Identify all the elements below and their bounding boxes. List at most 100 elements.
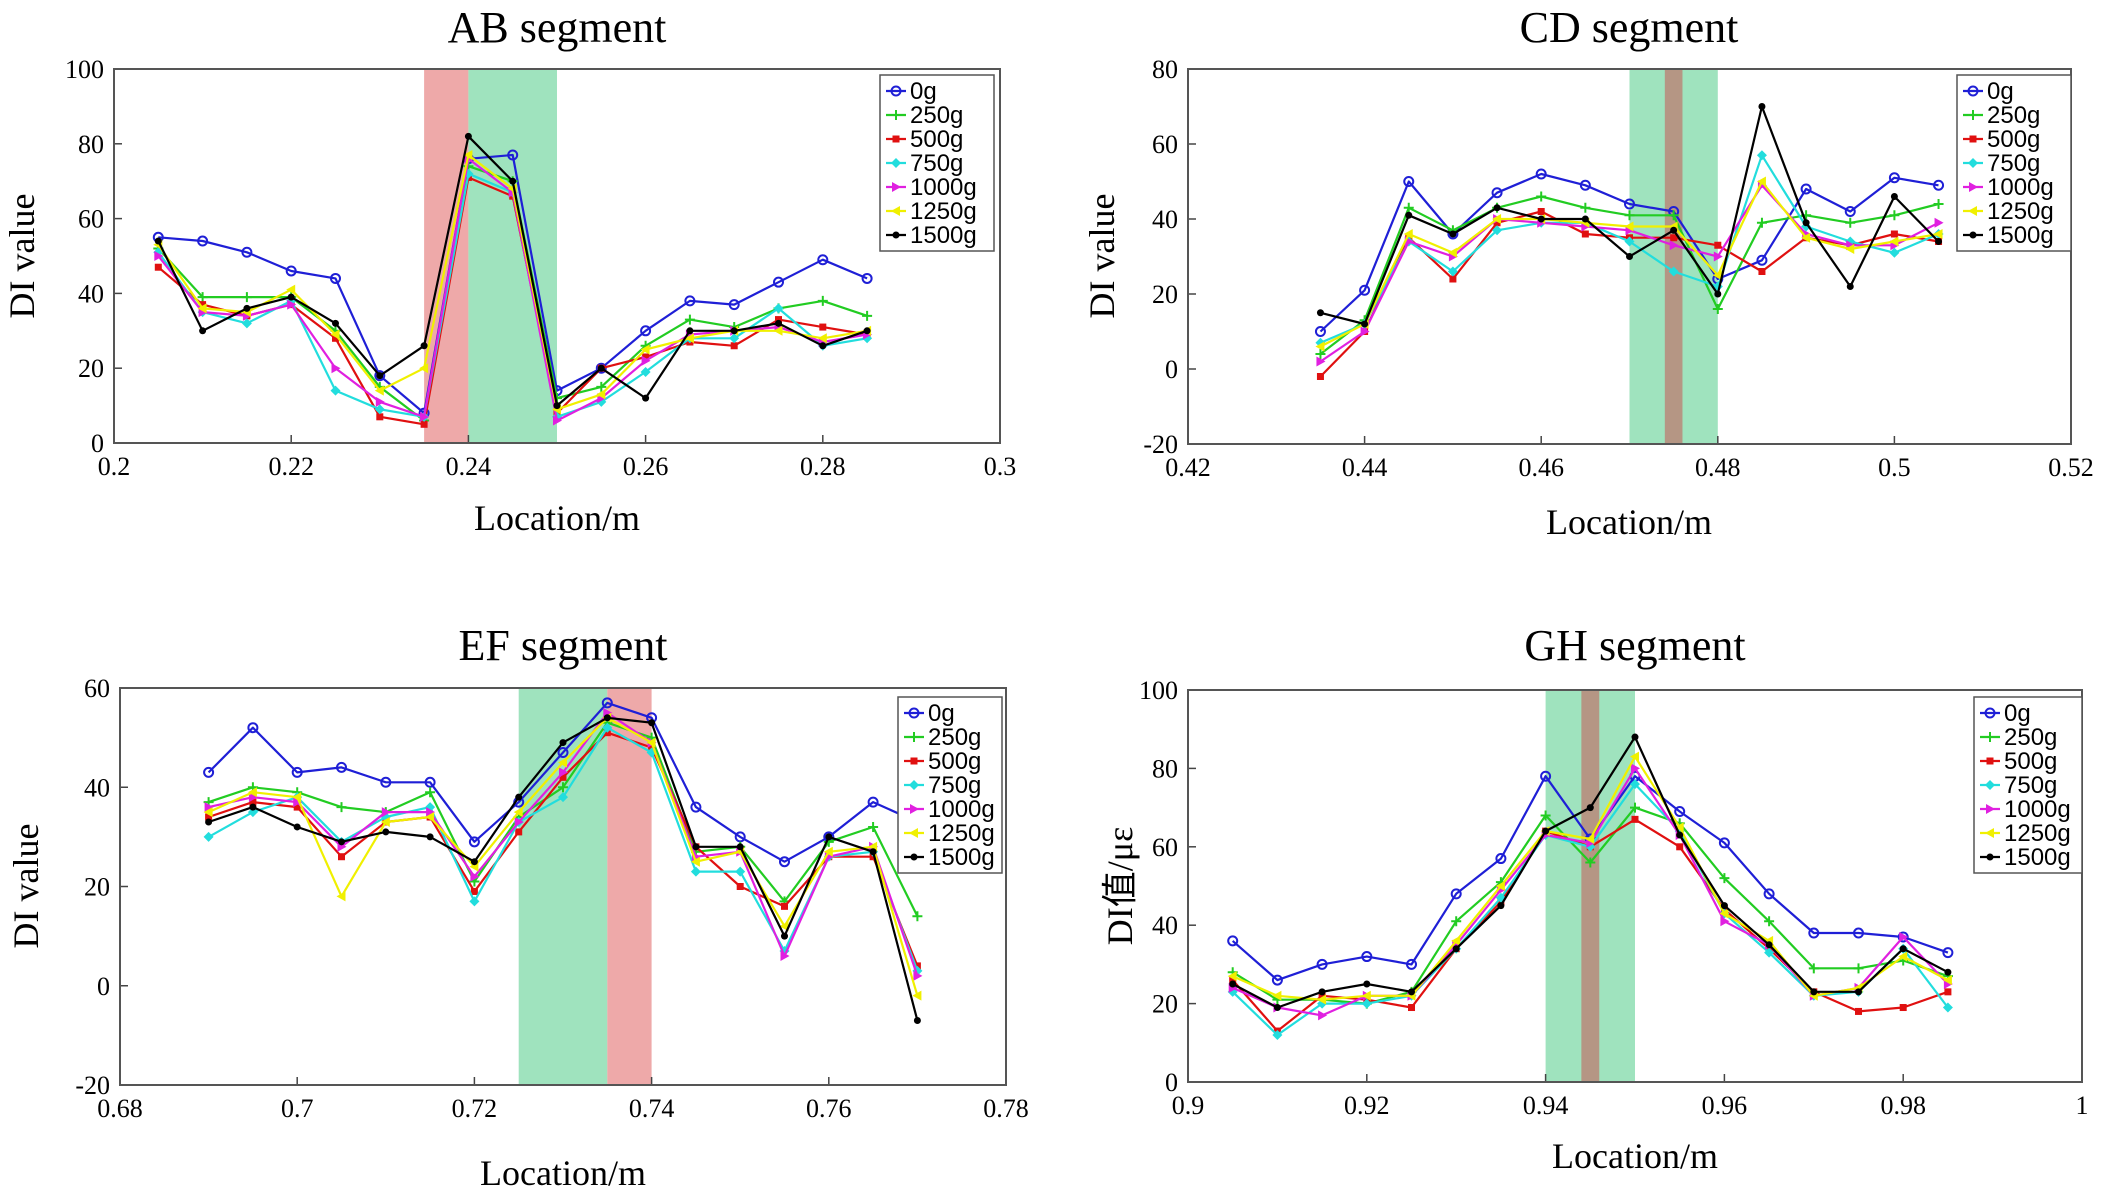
data-point [1720, 902, 1728, 910]
series-1500g [154, 132, 871, 410]
data-point [781, 932, 788, 940]
data-point [1944, 988, 1952, 996]
data-point [558, 757, 567, 768]
data-point [197, 235, 209, 247]
legend-label: 750g [928, 772, 981, 799]
legend-marker [1984, 707, 1996, 719]
data-point [1359, 284, 1371, 296]
data-point [1272, 1029, 1283, 1040]
data-point [1670, 234, 1678, 242]
data-point [1630, 779, 1640, 790]
data-point [1624, 221, 1634, 232]
data-point [862, 310, 873, 321]
data-point [1899, 1004, 1907, 1012]
data-point [243, 304, 251, 312]
data-point [1451, 935, 1461, 946]
data-point [286, 284, 296, 295]
legend-label: 0g [910, 78, 937, 105]
data-point [1899, 931, 1909, 942]
data-point [336, 891, 346, 902]
data-point [336, 802, 347, 813]
data-point [692, 843, 700, 851]
x-tick-label: 1 [2076, 1091, 2089, 1120]
data-point [1800, 183, 1812, 195]
data-point [470, 858, 478, 866]
data-point [1898, 951, 1908, 962]
data-point [596, 389, 606, 400]
data-point [1714, 241, 1722, 249]
legend-marker [910, 804, 919, 814]
data-point [601, 697, 613, 709]
data-point [1630, 751, 1639, 762]
data-point [1318, 988, 1326, 996]
x-axis-label: Location/m [1552, 1136, 1718, 1176]
data-point [1846, 283, 1854, 290]
series-line [207, 701, 918, 863]
legend-marker [891, 110, 901, 120]
x-tick-label: 0.7 [281, 1094, 314, 1123]
data-point [1585, 833, 1595, 844]
data-point [420, 411, 430, 422]
x-tick-label: 0.46 [1518, 453, 1564, 482]
data-point [1934, 217, 1944, 228]
data-point [779, 921, 789, 932]
chart-1: 0.2 0.22 0.24 0.26 0.28 0.30204060801000g250g… [2, 3, 1016, 538]
data-point [1495, 881, 1505, 891]
legend-marker [892, 135, 900, 143]
data-point [1495, 853, 1507, 865]
data-point [1668, 266, 1679, 277]
data-point [775, 316, 782, 324]
x-tick-label: 0.48 [1695, 453, 1741, 482]
legend-marker [910, 757, 918, 765]
data-point [1756, 217, 1767, 228]
legend-label: 250g [1987, 102, 2040, 129]
data-point [736, 843, 744, 851]
axes-frame [113, 68, 1001, 444]
band-green [468, 69, 557, 443]
series-0g [1314, 168, 1945, 337]
legend-marker [1969, 182, 1978, 192]
y-tick-label: 60 [1152, 130, 1178, 159]
x-axis-label: Location/m [1546, 502, 1712, 542]
data-point [1585, 857, 1596, 868]
data-point [1360, 326, 1370, 337]
y-tick-label: 80 [1152, 55, 1178, 84]
x-tick-label: 0.72 [452, 1094, 498, 1123]
data-point [332, 334, 339, 342]
y-tick-label: 0 [97, 972, 110, 1001]
chart-title: GH segment [1524, 621, 1745, 670]
legend-marker [1986, 757, 1994, 765]
legend-marker [909, 828, 918, 838]
data-point [559, 767, 568, 778]
data-point [331, 363, 341, 374]
data-point [1493, 204, 1501, 212]
data-point [728, 299, 740, 311]
data-point [1669, 240, 1679, 251]
data-point [730, 342, 738, 350]
legend-label: 1250g [2004, 820, 2071, 847]
data-point [1801, 232, 1811, 243]
legend-marker [909, 732, 919, 742]
data-point [1855, 988, 1862, 996]
data-point [330, 272, 341, 284]
data-point [1542, 827, 1550, 835]
legend-marker [908, 707, 920, 719]
data-point [426, 807, 436, 818]
data-point [515, 793, 523, 801]
data-point [640, 344, 650, 355]
x-tick-label: 0.44 [1342, 453, 1388, 482]
data-point [463, 150, 473, 161]
data-point [380, 776, 392, 788]
data-point [248, 792, 258, 803]
data-point [1674, 806, 1686, 818]
data-point [1449, 230, 1457, 238]
data-point [553, 415, 562, 426]
chart-title: CD segment [1520, 3, 1739, 52]
data-point [1316, 309, 1324, 317]
legend-label: 1000g [1987, 174, 2054, 201]
y-tick-label: 40 [78, 279, 104, 308]
data-point [690, 866, 701, 877]
data-point [1403, 229, 1413, 239]
